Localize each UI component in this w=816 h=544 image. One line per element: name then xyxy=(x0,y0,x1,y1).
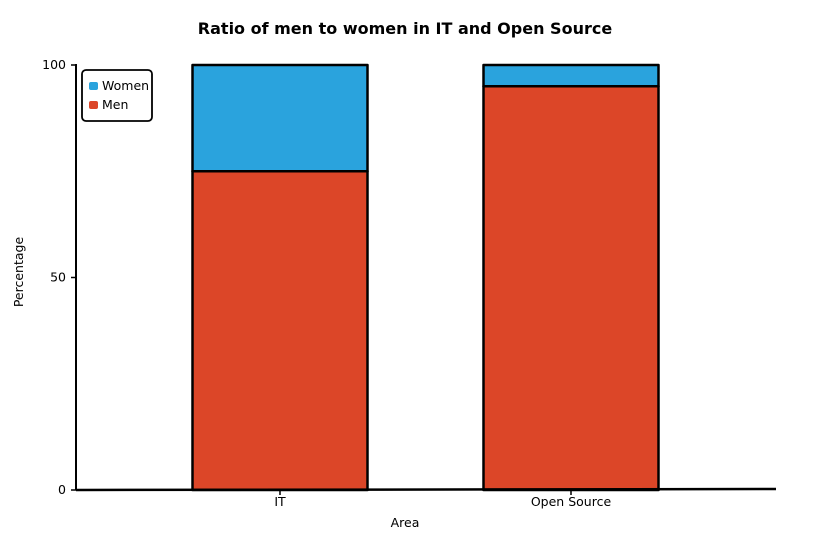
x-axis-label: Area xyxy=(391,515,420,530)
legend-label-women: Women xyxy=(102,78,149,93)
x-axis-line xyxy=(75,487,777,492)
legend-swatch-women xyxy=(89,82,98,90)
bar-men-open-source xyxy=(482,85,660,492)
x-ticks: IT Open Source xyxy=(274,490,611,509)
bar-men-it xyxy=(191,170,369,492)
y-tick-label: 100 xyxy=(42,57,66,72)
bars-layer xyxy=(191,63,660,492)
y-ticks: 0 50 100 xyxy=(42,57,76,497)
legend-label-men: Men xyxy=(102,97,128,112)
x-tick-label: IT xyxy=(274,494,286,509)
y-tick-label: 50 xyxy=(50,270,66,285)
legend-swatch-men xyxy=(89,101,98,109)
legend: Women Men xyxy=(81,69,153,122)
chart-title: Ratio of men to women in IT and Open Sou… xyxy=(198,19,613,38)
x-tick-label: Open Source xyxy=(531,494,612,509)
bar-women-it xyxy=(191,63,369,173)
y-tick-label: 0 xyxy=(58,482,66,497)
legend-box xyxy=(81,69,153,122)
y-axis-label: Percentage xyxy=(11,237,26,308)
bar-women-open-source xyxy=(482,63,660,88)
